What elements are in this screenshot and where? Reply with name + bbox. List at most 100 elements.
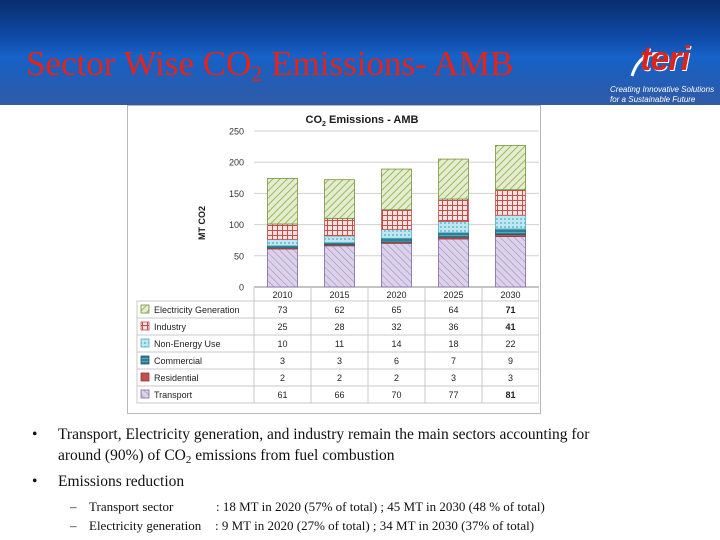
x-category-label: 2025 [443, 290, 463, 300]
data-value-label: 3 [508, 373, 513, 383]
sub-bullet-marker: – [70, 518, 77, 533]
bar-segment [495, 214, 526, 230]
title-tail: Emissions- AMB [262, 44, 514, 83]
bar-segment [267, 178, 298, 225]
bullet-2-line-1: Emissions reduction [58, 473, 185, 490]
bar-segment [267, 223, 298, 240]
logo-tagline-2: for a Sustainable Future [610, 95, 696, 104]
bar-segment [495, 228, 526, 235]
sub-bullet-marker: – [70, 499, 77, 514]
bar-segment [381, 229, 412, 239]
bullet-marker: • [32, 473, 38, 490]
co2-emissions-chart: CO2 Emissions - AMB MT CO2 0 50 100 150 200 2… [136, 114, 539, 404]
bullet-1-text-a: around (90%) of CO [58, 447, 186, 464]
bar-segment [438, 158, 469, 200]
teri-logo: teri Creating Innovative Solutions for a… [610, 40, 716, 104]
legend-label: Residential [154, 373, 199, 383]
data-value-label: 81 [505, 390, 515, 400]
data-value-label: 11 [335, 339, 344, 349]
legend-swatch [140, 338, 150, 348]
y-axis-label: MT CO2 [197, 206, 207, 240]
bar-segment [381, 168, 412, 211]
data-value-label: 65 [391, 305, 401, 315]
data-value-label: 9 [508, 356, 513, 366]
title-main: Sector Wise CO [26, 44, 252, 83]
title-subscript: 2 [251, 61, 263, 86]
x-category-label: 2015 [329, 290, 349, 300]
data-value-label: 18 [448, 339, 458, 349]
data-value-label: 2 [337, 373, 342, 383]
data-value-label: 2 [280, 373, 285, 383]
bullet-1-line-1: Transport, Electricity generation, and i… [58, 426, 590, 443]
data-value-label: 3 [337, 356, 342, 366]
data-value-label: 36 [448, 322, 458, 332]
data-value-label: 10 [277, 339, 287, 349]
legend-label: Electricity Generation [154, 305, 240, 315]
y-tick-label: 250 [229, 127, 244, 137]
sub-bullet-2-text: : 9 MT in 2020 (27% of total) ; 34 MT in… [215, 518, 535, 533]
data-value-label: 2 [394, 373, 399, 383]
y-tick-label: 100 [229, 220, 244, 230]
legend-swatch [140, 304, 150, 314]
bar-segment [324, 217, 355, 237]
data-value-label: 77 [448, 390, 458, 400]
legend-swatch [140, 389, 150, 399]
legend-swatch [140, 321, 150, 331]
y-tick-label: 200 [229, 158, 244, 168]
legend-swatch [140, 355, 150, 365]
legend-label: Non-Energy Use [154, 339, 221, 349]
data-value-label: 6 [394, 356, 399, 366]
data-value-label: 22 [505, 339, 515, 349]
bar-segment [438, 198, 469, 222]
data-value-label: 41 [505, 322, 515, 332]
bar-segment [438, 232, 469, 238]
sub-bullet-1-label: Transport sector [89, 499, 174, 514]
bar-segment [381, 209, 412, 230]
bar-segment [267, 239, 298, 247]
bullet-1-line-2: around (90%) of CO2 emissions from fuel … [58, 447, 395, 466]
y-tick-label: 50 [234, 251, 244, 261]
bar-segment [324, 179, 355, 219]
slide-title: Sector Wise CO2 Emissions- AMB [26, 44, 513, 87]
bullet-1-text-b: emissions from fuel combustion [191, 447, 395, 464]
logo-word: teri [640, 40, 690, 78]
legend-swatch [140, 372, 150, 382]
sub-bullet-2-label: Electricity generation [89, 518, 202, 533]
data-value-label: 25 [277, 322, 287, 332]
data-value-label: 14 [391, 339, 401, 349]
bar-segment [381, 242, 412, 288]
y-tick-label: 0 [239, 283, 244, 293]
data-value-label: 64 [448, 305, 458, 315]
bar-segment [495, 189, 526, 216]
bullet-1-subscript: 2 [185, 454, 192, 466]
data-value-label: 3 [451, 373, 456, 383]
data-value-label: 3 [280, 356, 285, 366]
data-value-label: 73 [277, 305, 287, 315]
bar-segment [438, 221, 469, 234]
bar-segment [381, 237, 412, 243]
bar-segment [324, 245, 355, 288]
legend-label: Transport [154, 390, 193, 400]
legend-label: Industry [154, 322, 187, 332]
y-tick-label: 150 [229, 189, 244, 199]
logo-tagline-1: Creating Innovative Solutions [610, 85, 715, 94]
sub-bullet-1-text: : 18 MT in 2020 (57% of total) ; 45 MT i… [216, 499, 545, 514]
data-value-label: 7 [451, 356, 456, 366]
data-value-label: 28 [334, 322, 344, 332]
bullet-marker: • [32, 426, 38, 443]
banner-sheen [0, 60, 720, 105]
title-banner [0, 0, 720, 105]
bar-segment [324, 235, 355, 244]
bar-segment [495, 144, 526, 191]
logo-swoosh-icon [630, 51, 665, 77]
bar-segment [267, 248, 298, 288]
data-value-label: 66 [334, 390, 344, 400]
data-value-label: 61 [277, 390, 287, 400]
x-category-label: 2030 [500, 290, 520, 300]
chart-title: CO2 Emissions - AMB [306, 114, 419, 128]
data-value-label: 70 [391, 390, 401, 400]
bar-segment [438, 238, 469, 288]
legend-label: Commercial [154, 356, 202, 366]
data-value-label: 71 [505, 305, 515, 315]
x-category-label: 2020 [386, 290, 406, 300]
